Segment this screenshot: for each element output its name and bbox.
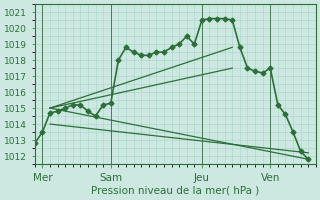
X-axis label: Pression niveau de la mer( hPa ): Pression niveau de la mer( hPa ) bbox=[91, 186, 260, 196]
